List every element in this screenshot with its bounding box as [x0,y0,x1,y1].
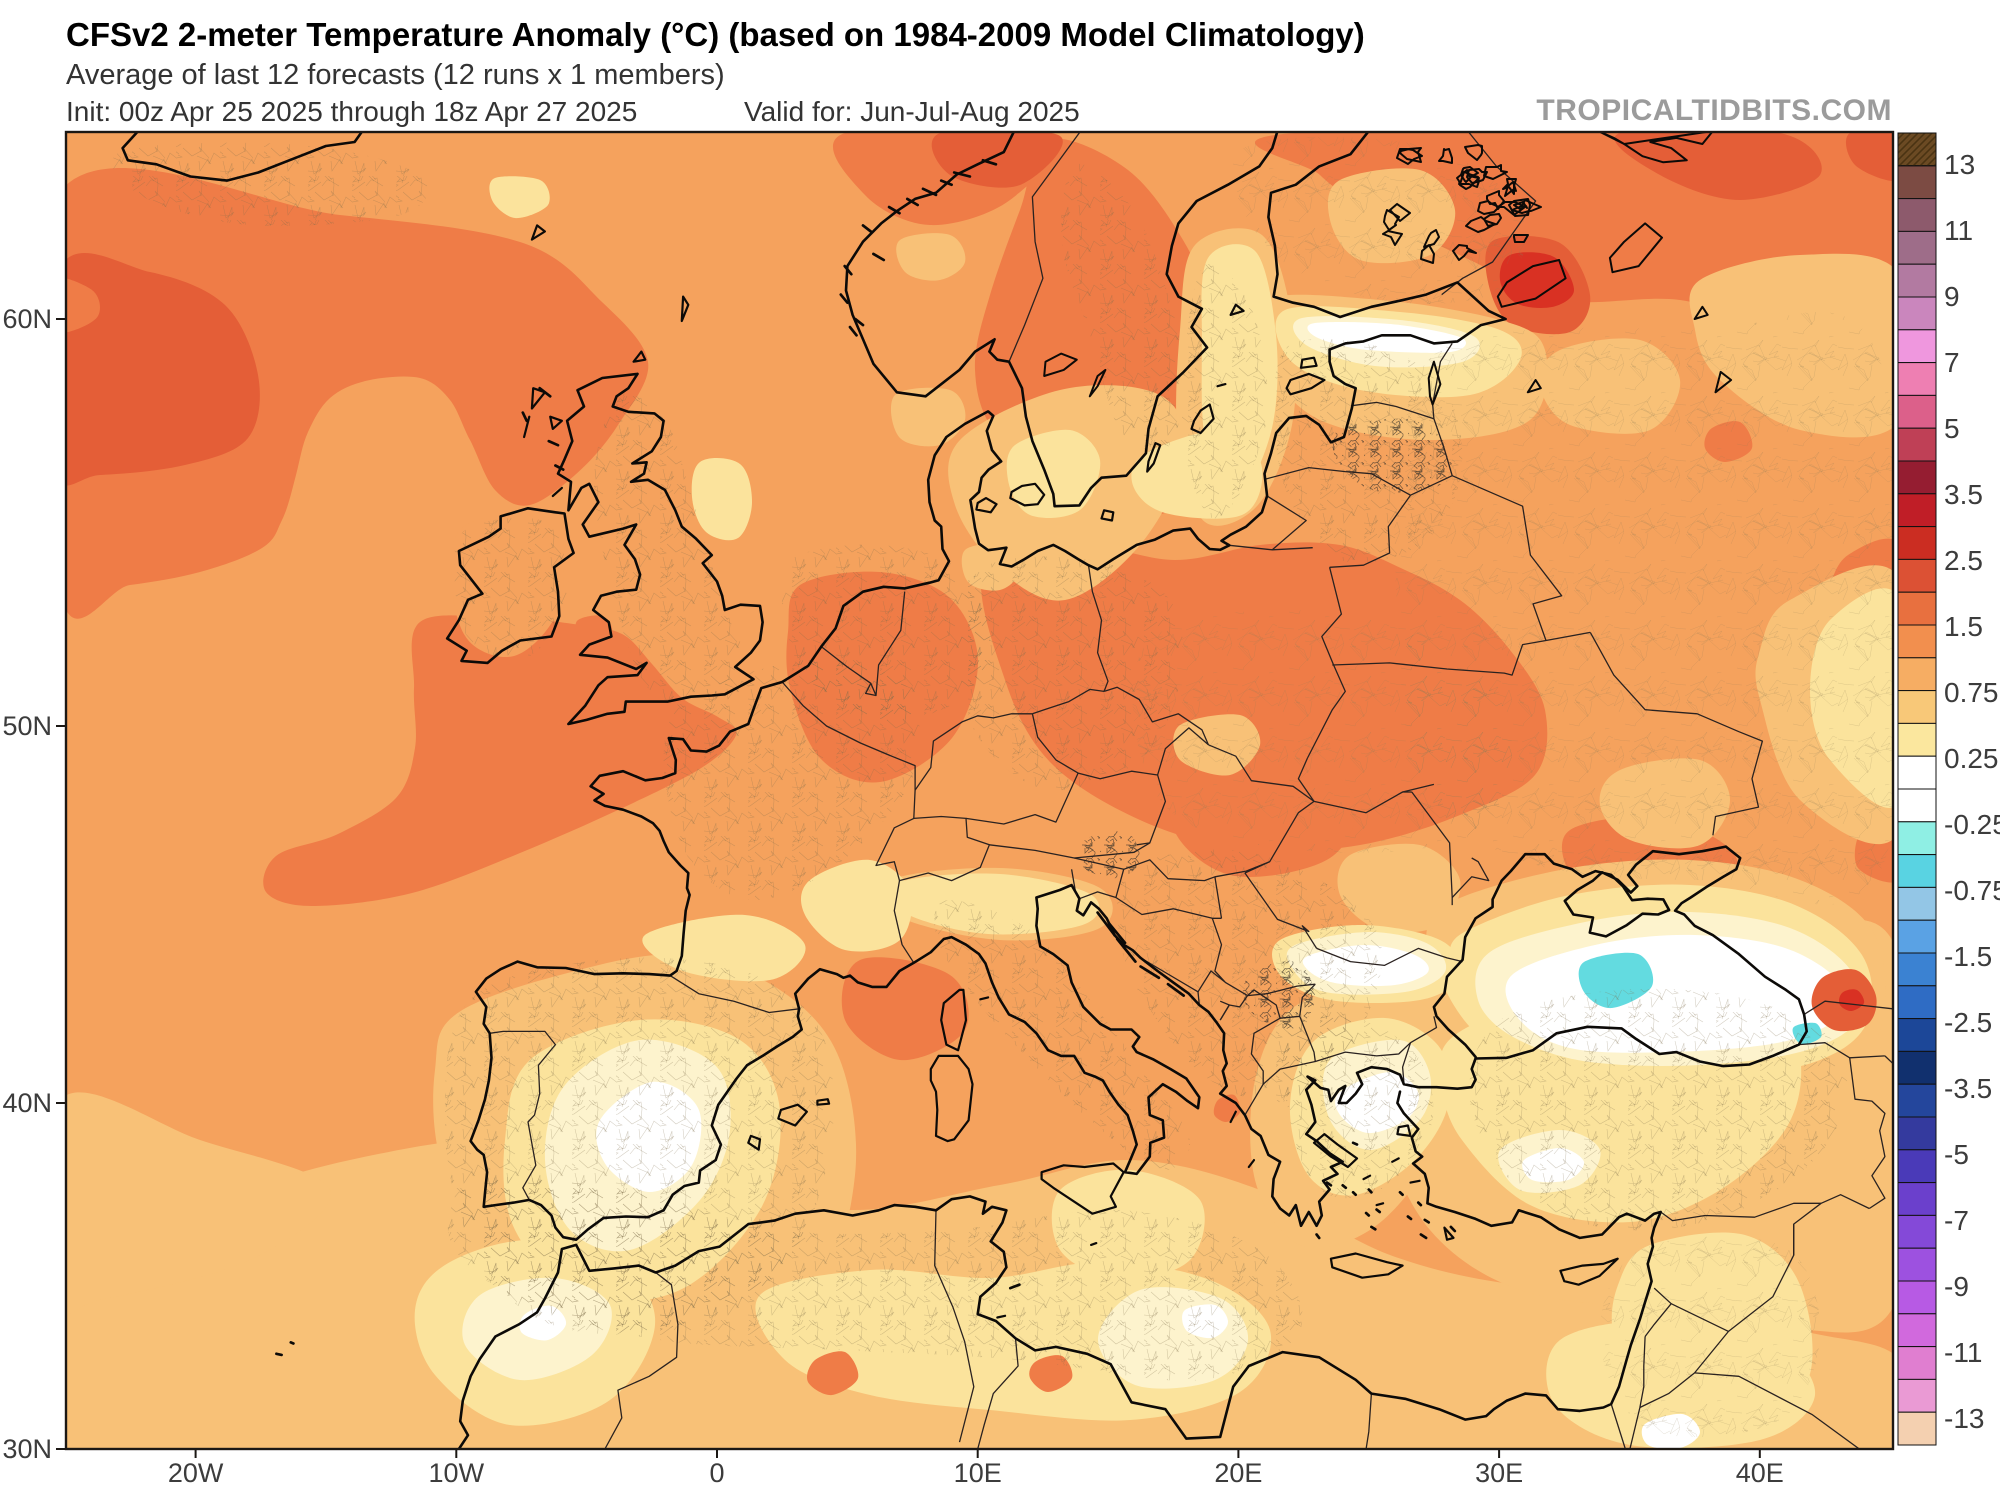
svg-text:-9: -9 [1944,1271,1969,1302]
svg-text:-5: -5 [1944,1139,1969,1170]
svg-text:30E: 30E [1475,1458,1523,1488]
svg-text:1.5: 1.5 [1944,611,1983,642]
svg-text:0.75: 0.75 [1944,677,1999,708]
svg-text:7: 7 [1944,347,1960,378]
svg-text:-3.5: -3.5 [1944,1073,1992,1104]
svg-text:-0.75: -0.75 [1944,875,2000,906]
svg-text:Valid for: Jun-Jul-Aug 2025: Valid for: Jun-Jul-Aug 2025 [744,96,1080,127]
svg-text:13: 13 [1944,149,1975,180]
svg-text:0: 0 [709,1458,724,1488]
svg-text:50N: 50N [2,711,52,741]
svg-text:TROPICALTIDBITS.COM: TROPICALTIDBITS.COM [1536,94,1892,127]
svg-text:40N: 40N [2,1088,52,1118]
svg-text:5: 5 [1944,413,1960,444]
svg-text:-13: -13 [1944,1403,1984,1434]
svg-text:3.5: 3.5 [1944,479,1983,510]
svg-text:-7: -7 [1944,1205,1969,1236]
svg-text:-2.5: -2.5 [1944,1007,1992,1038]
svg-text:30N: 30N [2,1434,52,1464]
svg-text:0.25: 0.25 [1944,743,1999,774]
svg-text:11: 11 [1944,215,1973,246]
svg-text:10E: 10E [954,1458,1002,1488]
svg-text:-1.5: -1.5 [1944,941,1992,972]
svg-text:-11: -11 [1944,1337,1982,1368]
svg-text:10W: 10W [429,1458,485,1488]
svg-text:20W: 20W [168,1458,224,1488]
svg-text:60N: 60N [2,304,52,334]
svg-text:CFSv2 2-meter Temperature Anom: CFSv2 2-meter Temperature Anomaly (°C) (… [66,16,1365,53]
svg-text:-0.25: -0.25 [1944,809,2000,840]
svg-text:Init: 00z Apr 25 2025 through: Init: 00z Apr 25 2025 through 18z Apr 27… [66,96,637,127]
svg-text:Average of last 12 forecasts (: Average of last 12 forecasts (12 runs x … [66,59,725,91]
svg-text:9: 9 [1944,281,1960,312]
svg-text:20E: 20E [1214,1458,1262,1488]
svg-text:2.5: 2.5 [1944,545,1983,576]
svg-text:40E: 40E [1736,1458,1784,1488]
